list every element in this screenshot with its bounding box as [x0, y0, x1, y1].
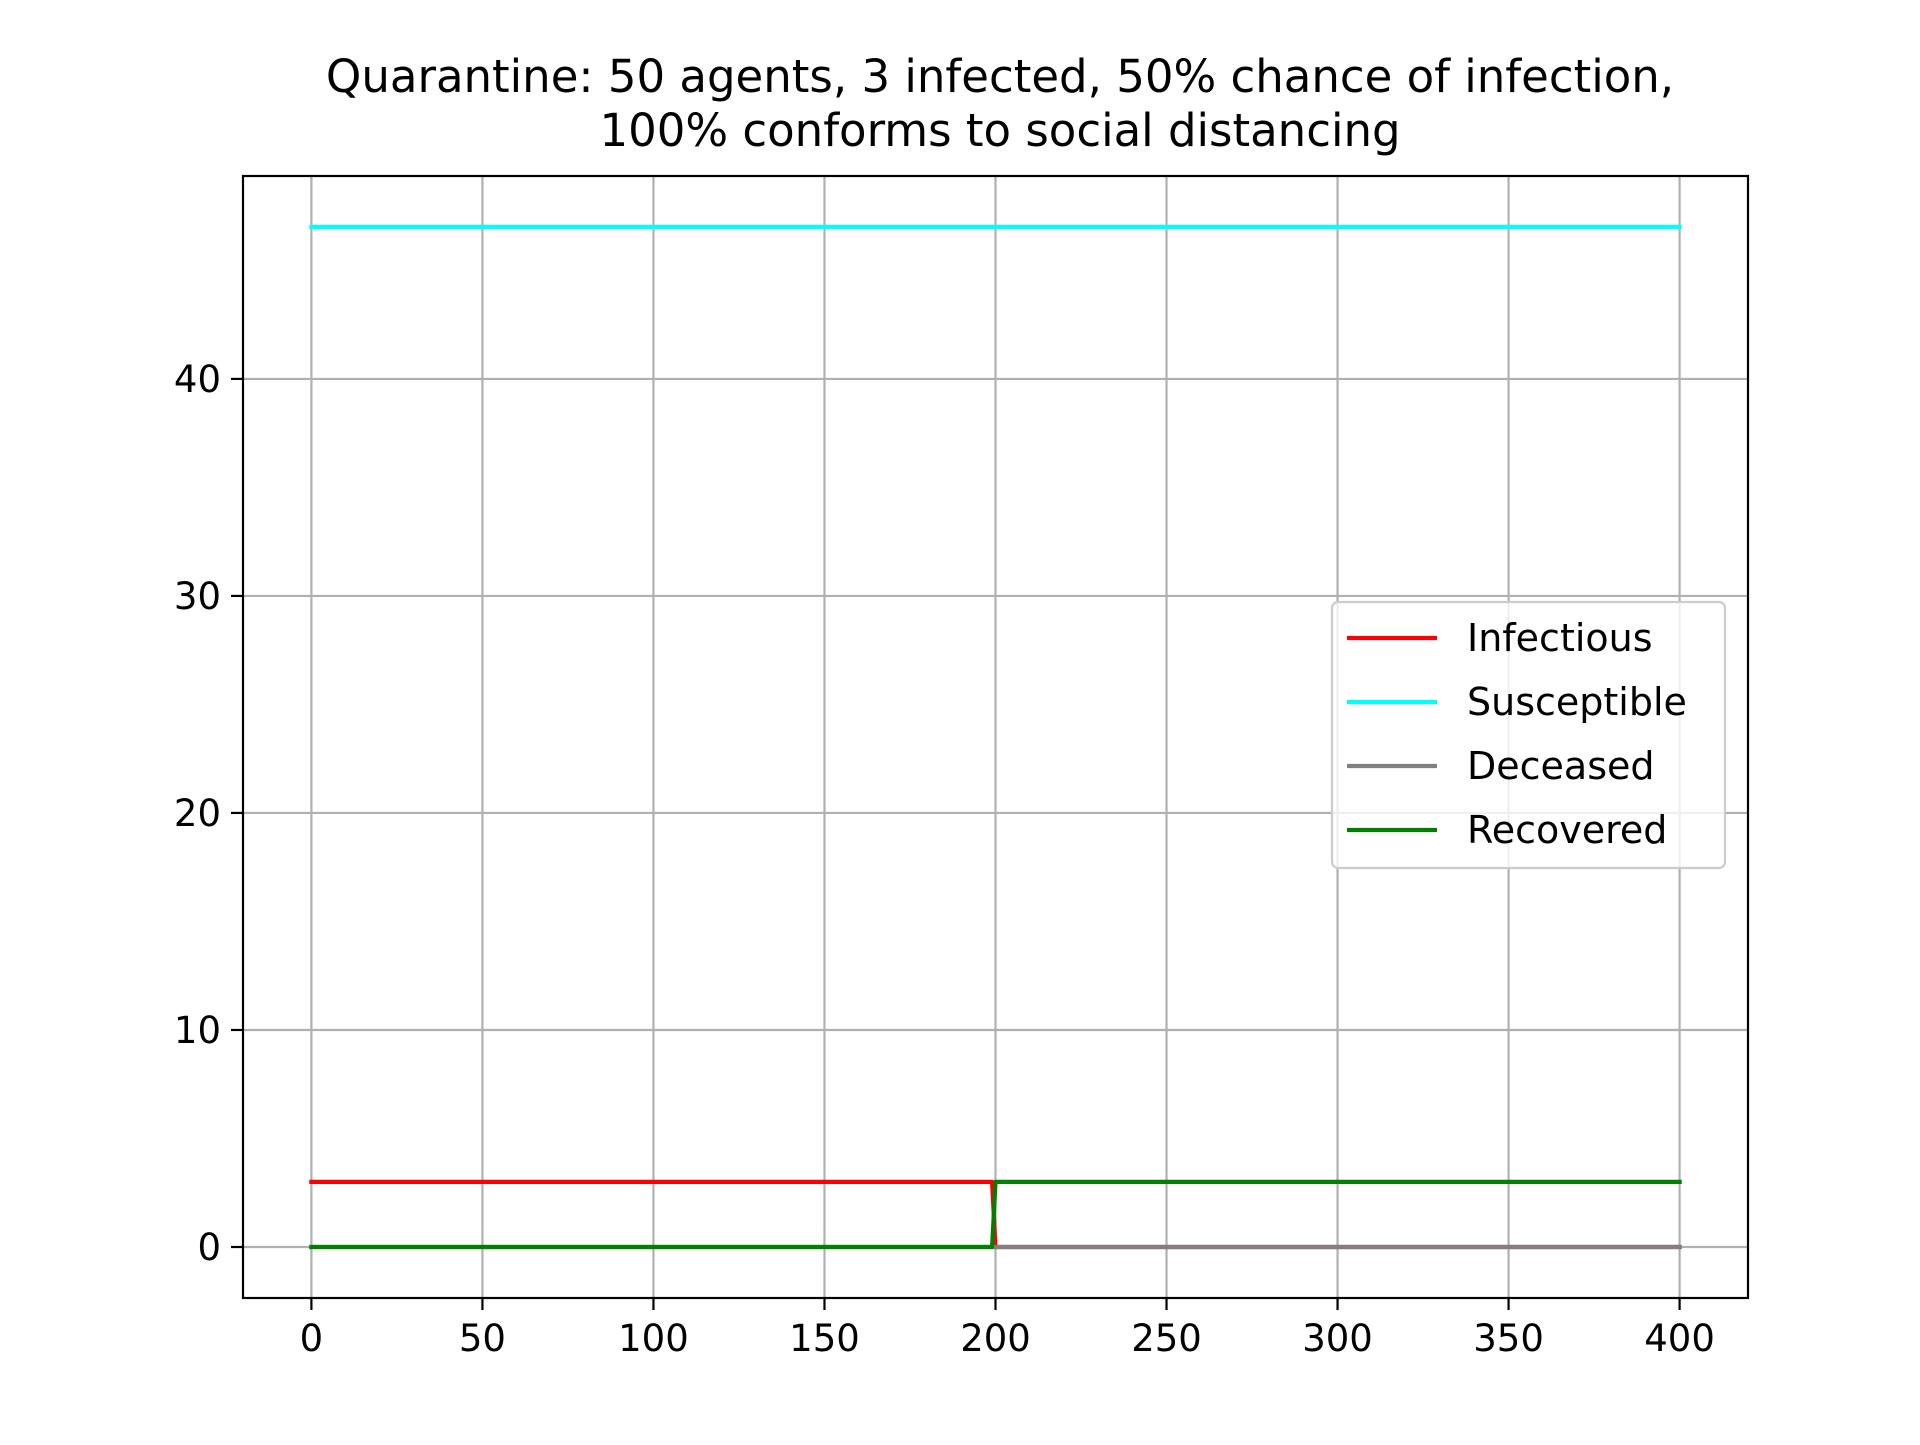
- x-tick-label: 300: [1302, 1317, 1373, 1360]
- x-tick-label: 400: [1644, 1317, 1715, 1360]
- x-tick-label: 0: [300, 1317, 324, 1360]
- y-tick-label: 40: [174, 358, 221, 401]
- y-tick-label: 20: [174, 792, 221, 835]
- tick-layer: 0 50 100 150 200 250 300 350 400 0 10 20 30 40: [174, 358, 1715, 1360]
- chart-title-line-1: Quarantine: 50 agents, 3 infected, 50% c…: [326, 50, 1674, 103]
- legend-label-recovered: Recovered: [1467, 808, 1667, 852]
- y-tick-label: 10: [174, 1009, 221, 1052]
- x-tick-label: 200: [960, 1317, 1031, 1360]
- x-tick-label: 350: [1473, 1317, 1544, 1360]
- legend: Infectious Susceptible Deceased Recovered: [1330, 600, 1727, 870]
- legend-label-deceased: Deceased: [1467, 744, 1655, 788]
- series-layer: [309, 224, 1682, 1250]
- legend-label-susceptible: Susceptible: [1467, 680, 1687, 724]
- x-tick-label: 50: [459, 1317, 506, 1360]
- x-tick-label: 250: [1131, 1317, 1202, 1360]
- x-tick-label: 150: [789, 1317, 860, 1360]
- x-tick-label: 100: [618, 1317, 689, 1360]
- series-line-recovered: [309, 1179, 1682, 1250]
- chart-title-line-2: 100% conforms to social distancing: [599, 104, 1400, 157]
- legend-box: [1330, 600, 1727, 870]
- y-tick-label: 30: [174, 575, 221, 618]
- legend-label-infectious: Infectious: [1467, 616, 1653, 660]
- y-tick-label: 0: [197, 1226, 221, 1269]
